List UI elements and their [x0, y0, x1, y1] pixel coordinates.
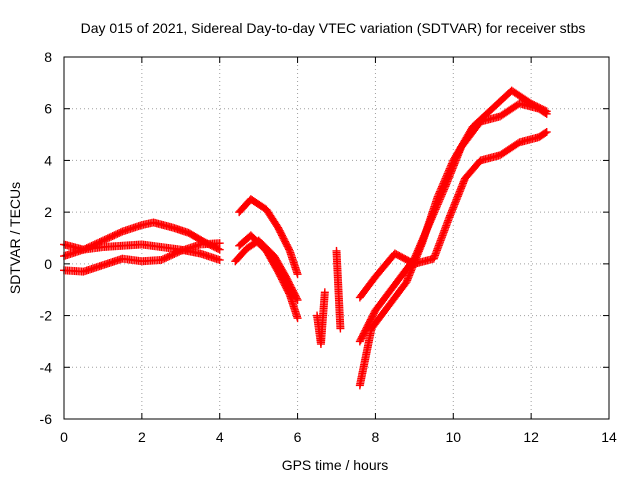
x-tick-label: 10 [445, 429, 461, 445]
series-track-e [235, 231, 302, 323]
axis-ticks: 0 2 4 6 8 10 12 14 -6 -4 -2 0 2 4 6 8 [40, 49, 617, 445]
series-track-d [235, 195, 302, 279]
series-track-f [231, 236, 302, 305]
y-tick-label: 4 [44, 152, 52, 168]
series-track-h [332, 246, 345, 333]
x-tick-label: 12 [523, 429, 539, 445]
y-tick-label: 6 [44, 101, 52, 117]
series-track-j [355, 99, 551, 346]
x-tick-label: 6 [294, 429, 302, 445]
y-tick-label: 8 [44, 49, 52, 65]
x-axis-label: GPS time / hours [282, 457, 389, 473]
y-tick-label: 2 [44, 204, 52, 220]
x-tick-label: 0 [60, 429, 68, 445]
series-track-g [313, 288, 329, 349]
x-tick-label: 8 [372, 429, 380, 445]
y-tick-label: -4 [40, 359, 53, 375]
x-tick-label: 14 [601, 429, 617, 445]
y-axis-label: SDTVAR / TECUs [7, 182, 23, 294]
plot-frame [63, 56, 610, 420]
grid [64, 57, 609, 419]
x-tick-label: 4 [216, 429, 224, 445]
series-track-c [60, 239, 224, 276]
data-points [60, 86, 551, 390]
chart-title: Day 015 of 2021, Sidereal Day-to-day VTE… [81, 20, 586, 36]
series-track-k [355, 127, 551, 302]
x-tick-label: 2 [138, 429, 146, 445]
y-tick-label: -2 [40, 308, 53, 324]
series-track-i [355, 86, 551, 390]
y-tick-label: 0 [44, 256, 52, 272]
y-tick-label: -6 [40, 411, 53, 427]
